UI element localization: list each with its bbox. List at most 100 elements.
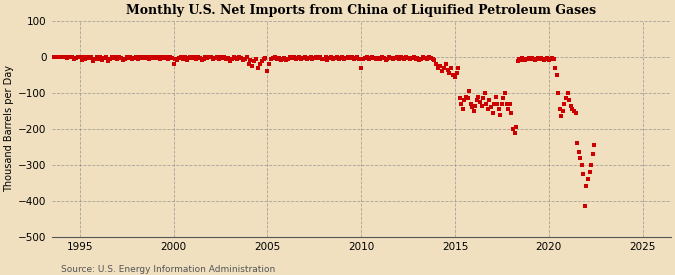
Point [453, 66, 464, 70]
Point [589, 143, 599, 147]
Point [389, 56, 400, 60]
Point [553, 91, 564, 95]
Point [259, 57, 269, 61]
Point [95, 55, 106, 59]
Point [572, 141, 583, 145]
Point [442, 67, 453, 72]
Point [416, 57, 427, 61]
Point [190, 57, 201, 61]
Point [69, 57, 80, 61]
Point [320, 55, 331, 59]
Point [361, 55, 372, 59]
Point [269, 55, 280, 59]
Point [142, 55, 153, 59]
Point [473, 94, 484, 99]
Point [252, 66, 263, 70]
Point [112, 57, 123, 61]
Point [180, 55, 190, 59]
Point [300, 55, 310, 59]
Point [562, 91, 573, 95]
Point [523, 56, 534, 60]
Point [72, 55, 83, 59]
Point [65, 55, 76, 59]
Point [331, 55, 342, 59]
Point [467, 105, 478, 109]
Point [535, 56, 546, 60]
Point [394, 57, 404, 61]
Point [545, 57, 556, 61]
Point [206, 55, 217, 59]
Point [309, 56, 320, 60]
Point [344, 56, 355, 60]
Point [567, 107, 578, 111]
Point [170, 57, 181, 61]
Point [367, 55, 378, 59]
Point [508, 127, 518, 131]
Point [581, 184, 592, 189]
Point [134, 55, 145, 59]
Point [431, 62, 441, 67]
Point [350, 56, 361, 60]
Point [418, 55, 429, 59]
Point [313, 56, 323, 60]
Point [144, 57, 155, 61]
Point [67, 55, 78, 59]
Point [543, 58, 554, 62]
Point [317, 57, 327, 61]
Point [498, 96, 509, 101]
Point [106, 55, 117, 59]
Point [548, 57, 559, 61]
Point [421, 57, 432, 61]
Point [267, 56, 278, 60]
Point [438, 66, 449, 70]
Point [89, 57, 100, 61]
Point [406, 56, 417, 60]
Point [458, 107, 468, 111]
Point [132, 57, 143, 61]
Point [360, 56, 371, 60]
Point [123, 56, 134, 60]
Point [292, 56, 303, 60]
Point [412, 56, 423, 60]
Point [329, 56, 340, 60]
Point [427, 57, 438, 61]
Point [108, 56, 119, 60]
Point [464, 89, 475, 94]
Point [221, 57, 232, 61]
Point [138, 55, 149, 59]
Point [260, 56, 271, 60]
Point [512, 59, 523, 63]
Point [86, 55, 97, 59]
Point [288, 55, 299, 59]
Point [290, 57, 301, 61]
Point [125, 55, 136, 59]
Point [433, 66, 443, 70]
Point [454, 96, 465, 101]
Point [487, 111, 498, 115]
Point [189, 55, 200, 59]
Point [410, 57, 421, 61]
Point [435, 64, 446, 68]
Point [386, 56, 397, 60]
Point [213, 57, 224, 61]
Point [230, 56, 241, 60]
Point [103, 59, 113, 64]
Point [176, 55, 186, 59]
Point [520, 58, 531, 62]
Point [301, 57, 312, 61]
Point [264, 62, 275, 67]
Point [284, 55, 295, 59]
Point [377, 55, 387, 59]
Point [110, 55, 121, 59]
Point [547, 56, 558, 60]
Point [48, 55, 59, 59]
Point [54, 55, 65, 59]
Point [129, 56, 140, 60]
Point [468, 109, 479, 113]
Point [238, 58, 248, 62]
Point [243, 61, 254, 66]
Point [456, 101, 466, 106]
Point [478, 96, 489, 101]
Point [450, 75, 460, 79]
Point [526, 56, 537, 60]
